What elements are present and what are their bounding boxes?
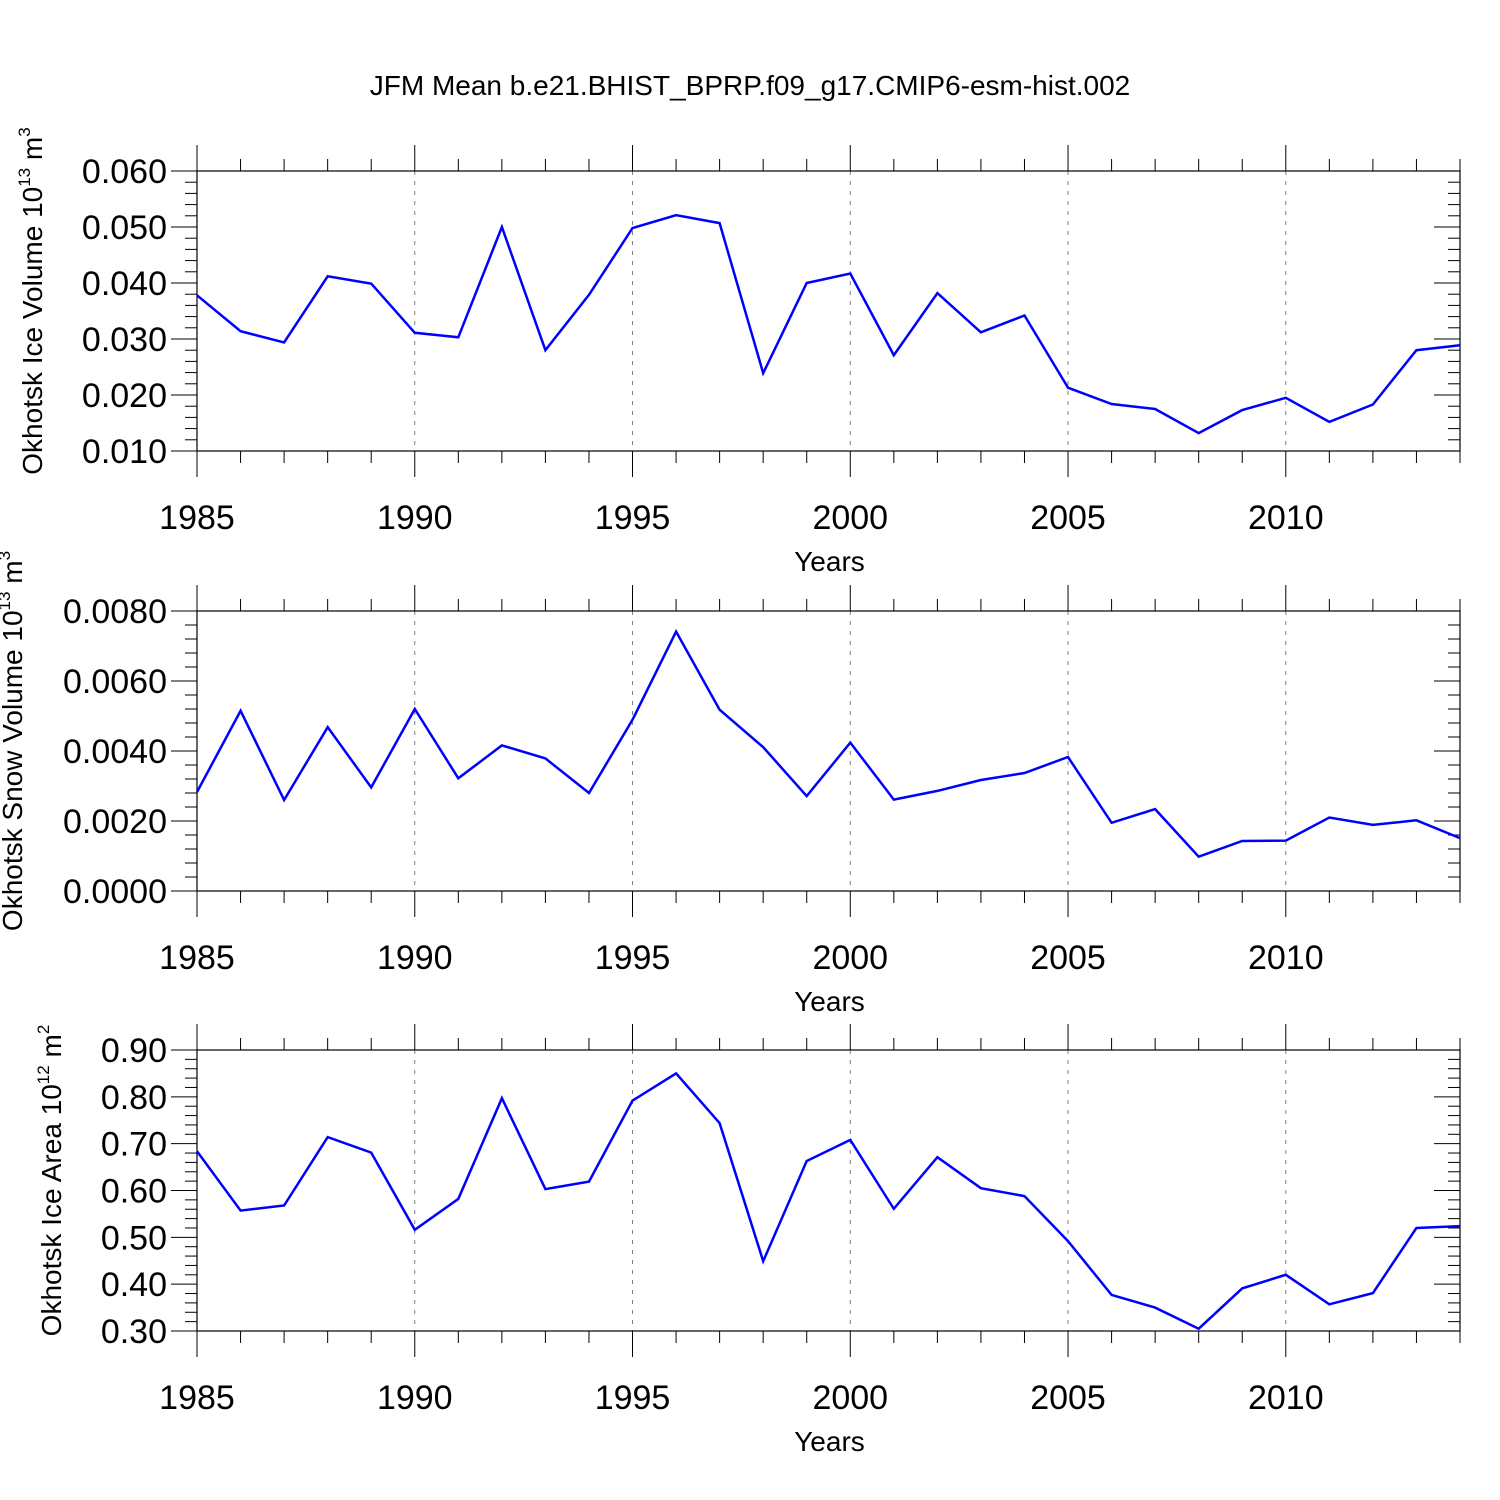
panel-3: 0.30 0.40 0.50 0.60 0.70 0.80 0.90 1985 1990 1995… xyxy=(34,1024,1461,1457)
y-tick-label: 0.90 xyxy=(101,1032,167,1070)
y-tick-label: 0.0040 xyxy=(63,733,167,771)
y-tick-label: 0.50 xyxy=(101,1219,167,1257)
y-tick-label: 0.0020 xyxy=(63,803,167,841)
y-tick-label: 0.030 xyxy=(82,321,167,359)
plot-frame xyxy=(196,610,1461,892)
panel-2: 0.0000 0.0020 0.0040 0.0060 0.0080 1985 1990 19… xyxy=(0,551,1461,1017)
x-tick-label: 2005 xyxy=(1030,1379,1106,1417)
series-line xyxy=(196,213,1461,435)
y-tick-label: 0.040 xyxy=(82,265,167,303)
x-axis-title: Years xyxy=(794,546,865,577)
y-tick-label: 0.80 xyxy=(101,1079,167,1117)
x-tick-label: 1985 xyxy=(159,939,235,977)
y-tick-label: 0.0060 xyxy=(63,663,167,701)
x-tick-label: 1985 xyxy=(159,1379,235,1417)
y-tick-label: 0.60 xyxy=(101,1173,167,1211)
y-tick-label: 0.020 xyxy=(82,377,167,415)
x-tick-label: 2000 xyxy=(812,939,888,977)
x-tick-label: 1990 xyxy=(377,1379,453,1417)
x-axis-title: Years xyxy=(794,1426,865,1457)
y-tick-label: 0.0000 xyxy=(63,873,167,911)
y-tick-label: 0.40 xyxy=(101,1266,167,1304)
x-tick-label: 2010 xyxy=(1248,939,1324,977)
y-tick-label: 0.70 xyxy=(101,1126,167,1164)
x-tick-label: 2010 xyxy=(1248,1379,1324,1417)
x-tick-label: 2005 xyxy=(1030,939,1106,977)
plot-frame xyxy=(196,1049,1461,1332)
series-line xyxy=(195,628,1461,859)
y-axis-title: Okhotsk Ice Volume 1013 m3 xyxy=(15,127,48,474)
panel-1: 0.010 0.020 0.030 0.040 0.050 0.060 1985 1990 19… xyxy=(15,127,1461,577)
y-tick-label: 0.30 xyxy=(101,1313,167,1351)
y-tick-label: 0.050 xyxy=(82,209,167,247)
y-axis-title: Okhotsk Snow Volume 1013 m3 xyxy=(0,551,28,931)
plot-frame xyxy=(196,170,1461,452)
x-tick-label: 1995 xyxy=(595,499,671,537)
y-axis-title: Okhotsk Ice Area 1012 m2 xyxy=(34,1025,67,1337)
chart-title: JFM Mean b.e21.BHIST_BPRP.f09_g17.CMIP6-… xyxy=(370,70,1131,101)
x-tick-label: 2010 xyxy=(1248,499,1324,537)
x-axis-title: Years xyxy=(794,986,865,1017)
y-tick-label: 0.010 xyxy=(82,433,167,471)
x-tick-label: 1990 xyxy=(377,499,453,537)
x-tick-label: 2000 xyxy=(812,499,888,537)
x-tick-label: 1995 xyxy=(595,939,671,977)
x-tick-label: 2000 xyxy=(812,1379,888,1417)
series-line xyxy=(195,1071,1461,1331)
y-tick-label: 0.060 xyxy=(82,153,167,191)
y-tick-label: 0.0080 xyxy=(63,593,167,631)
x-tick-label: 1995 xyxy=(595,1379,671,1417)
x-tick-label: 2005 xyxy=(1030,499,1106,537)
x-tick-label: 1985 xyxy=(159,499,235,537)
x-tick-label: 1990 xyxy=(377,939,453,977)
